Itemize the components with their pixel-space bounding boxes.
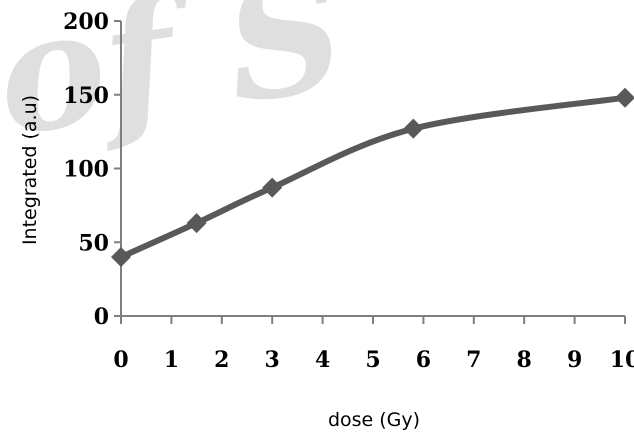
y-tick-label: 100 xyxy=(63,157,109,183)
ticks: 0 50 100 150 200 0 1 2 3 4 5 6 7 8 9 10 xyxy=(63,9,634,373)
y-tick-label: 0 xyxy=(94,304,109,330)
x-tick-label: 3 xyxy=(265,347,280,373)
x-tick-label: 2 xyxy=(214,347,229,373)
x-tick-label: 4 xyxy=(315,347,330,373)
x-tick-label: 7 xyxy=(466,347,481,373)
x-tick-label: 6 xyxy=(416,347,431,373)
data-point xyxy=(262,177,283,198)
x-tick-label: 8 xyxy=(517,347,532,373)
series xyxy=(111,87,634,267)
data-point xyxy=(403,118,424,139)
x-tick-label: 1 xyxy=(164,347,179,373)
series-line xyxy=(118,94,628,260)
y-tick-label: 50 xyxy=(78,230,109,256)
watermark: of S xyxy=(0,0,355,172)
x-tick-label: 0 xyxy=(113,347,128,373)
x-tick-label: 9 xyxy=(567,347,582,373)
x-tick-label: 5 xyxy=(365,347,380,373)
x-tick-label: 10 xyxy=(610,347,634,373)
y-axis-title: Integrated (a.u) xyxy=(19,95,41,245)
data-point xyxy=(111,247,131,267)
data-point xyxy=(615,87,634,108)
data-point xyxy=(186,213,207,234)
y-tick-label: 200 xyxy=(63,9,109,35)
y-tick-label: 150 xyxy=(63,83,109,109)
x-axis-title: dose (Gy) xyxy=(328,409,420,431)
